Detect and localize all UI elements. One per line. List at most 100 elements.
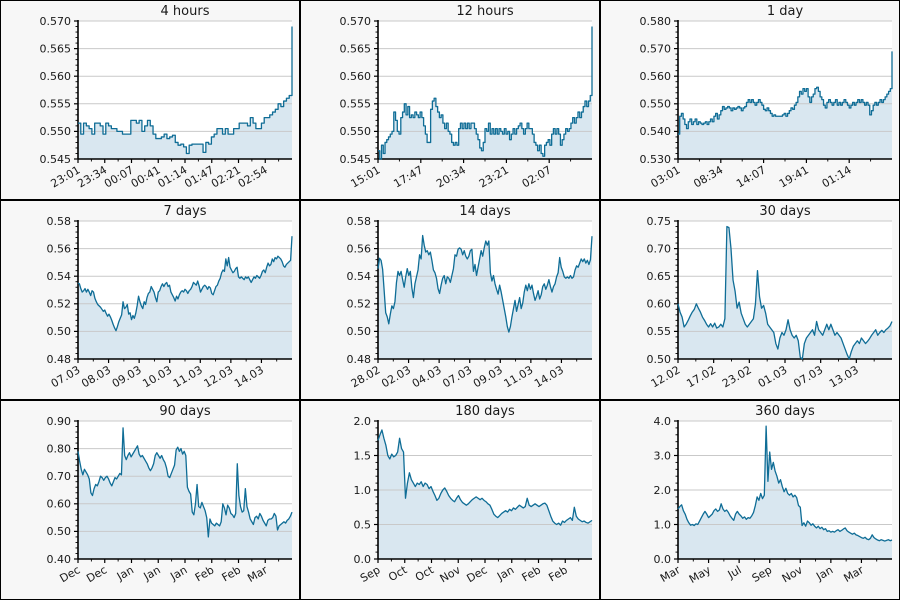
- chart-panel-30-days: 30 days 0.50 0.55 0.60 0.65 0.70 0.75 12.02 17.…: [601, 201, 899, 399]
- y-tick-label: 0.560: [340, 70, 372, 83]
- price-line: [377, 234, 593, 333]
- x-tick-label: Nov: [780, 563, 806, 585]
- y-tick-label: 0.58: [347, 215, 372, 228]
- y-axis: 0.40 0.50 0.60 0.70 0.80 0.90: [47, 415, 79, 566]
- y-tick-label: 0.65: [647, 270, 672, 283]
- y-axis: 0.530 0.540 0.550 0.560 0.570 0.580: [640, 15, 679, 166]
- chart-panel-180-days: 180 days 0.0 0.5 1.0 1.5 2.0 Sep Oct Oct Nov Dec J…: [301, 401, 599, 599]
- x-axis: 12.02 17.02 23.02 01.03 07.03 13.03: [649, 358, 892, 390]
- x-tick-label: Feb: [220, 563, 243, 584]
- y-tick-label: 0.550: [340, 125, 372, 138]
- price-line: [78, 26, 293, 155]
- y-tick-label: 0.90: [47, 415, 72, 428]
- price-line: [378, 26, 593, 160]
- price-line: [677, 425, 893, 542]
- area-fill: [378, 26, 592, 159]
- y-tick-label: 0.555: [40, 98, 72, 111]
- y-tick-label: 0.560: [640, 70, 672, 83]
- x-tick-label: 14:07: [734, 163, 768, 190]
- x-tick-label: 28.02: [349, 363, 383, 390]
- y-tick-label: 0.545: [340, 153, 372, 166]
- chart-panel-1-day: 1 day 0.530 0.540 0.550 0.560 0.570 0.580 03:0…: [601, 1, 899, 199]
- y-tick-label: 0.54: [47, 270, 72, 283]
- y-tick-label: 0.50: [47, 525, 72, 538]
- x-tick-label: Nov: [438, 563, 464, 585]
- x-axis: Dec Dec Jan Jan Jan Feb Feb Mar: [58, 558, 292, 585]
- y-tick-label: 2.0: [654, 484, 672, 497]
- y-tick-label: 0.60: [47, 498, 72, 511]
- y-tick-label: 1.0: [654, 518, 672, 531]
- y-tick-label: 0.70: [47, 470, 72, 483]
- y-tick-label: 0.48: [47, 353, 72, 366]
- chart-canvas: 0.48 0.50 0.52 0.54 0.56 0.58 28.0202.0304.030…: [347, 215, 593, 390]
- y-tick-label: 0.560: [40, 70, 72, 83]
- x-tick-label: Jan: [167, 563, 189, 583]
- chart-panel-12-hours: 12 hours 0.545 0.550 0.555 0.560 0.565 0.570 1…: [301, 1, 599, 199]
- x-axis: Mar May Jul Sep Nov Jan Mar: [658, 558, 892, 586]
- area-fill: [78, 26, 292, 159]
- y-tick-label: 4.0: [654, 415, 672, 428]
- y-tick-label: 0.50: [347, 325, 372, 338]
- y-tick-label: 0.570: [640, 42, 672, 55]
- x-tick-label: 14.03: [532, 363, 566, 390]
- y-tick-label: 2.0: [354, 415, 372, 428]
- y-axis: 0.50 0.55 0.60 0.65 0.70 0.75: [647, 215, 679, 366]
- x-tick-label: 10.03: [140, 363, 174, 390]
- y-tick-label: 0.80: [47, 442, 72, 455]
- x-tick-label: 23.02: [720, 363, 754, 390]
- x-tick-label: Jan: [494, 563, 516, 583]
- y-tick-label: 0.54: [347, 270, 372, 283]
- y-tick-label: 0.58: [47, 215, 72, 228]
- area-fill: [678, 426, 892, 559]
- area-fill: [678, 51, 892, 159]
- x-tick-label: 08:34: [691, 163, 725, 190]
- x-tick-label: 11.03: [502, 363, 536, 390]
- x-tick-label: 15:01: [349, 163, 383, 190]
- y-axis: 0.0 0.5 1.0 1.5 2.0: [354, 415, 379, 566]
- chart-canvas: 0.545 0.550 0.555 0.560 0.565 0.570 15:01 17:47…: [340, 15, 593, 190]
- y-tick-label: 0.48: [347, 353, 372, 366]
- y-tick-label: 0.55: [647, 325, 672, 338]
- x-tick-label: Feb: [520, 563, 543, 584]
- y-tick-label: 0.545: [40, 153, 72, 166]
- x-tick-label: 09.03: [110, 363, 144, 390]
- x-tick-label: 12.02: [649, 363, 683, 390]
- y-tick-label: 1.0: [354, 484, 372, 497]
- x-tick-label: 02:54: [236, 163, 270, 190]
- y-tick-label: 0.75: [647, 215, 672, 228]
- x-tick-label: Oct: [413, 563, 437, 584]
- y-tick-label: 0.550: [640, 98, 672, 111]
- y-axis: 0.545 0.550 0.555 0.560 0.565 0.570: [340, 15, 379, 166]
- y-tick-label: 0.56: [47, 242, 72, 255]
- x-axis: 03:01 08:34 14:07 19:41 01:14: [649, 158, 892, 190]
- x-tick-label: 14.03: [232, 363, 266, 390]
- x-tick-label: Jan: [114, 563, 136, 583]
- x-tick-label: 02.03: [379, 363, 413, 390]
- x-tick-label: 09.03: [471, 363, 505, 390]
- area-fill: [378, 235, 592, 359]
- y-tick-label: 0.56: [347, 242, 372, 255]
- x-tick-label: 01.03: [756, 363, 790, 390]
- y-tick-label: 0.52: [347, 298, 372, 311]
- x-tick-label: 13.03: [827, 363, 861, 390]
- chart-panel-7-days: 7 days 0.48 0.50 0.52 0.54 0.56 0.58 07.03 08.0…: [1, 201, 299, 399]
- x-tick-label: 01:14: [820, 163, 854, 190]
- y-tick-label: 0.50: [47, 325, 72, 338]
- x-tick-label: Mar: [841, 563, 866, 585]
- y-tick-label: 0.5: [354, 518, 372, 531]
- area-fill: [378, 429, 592, 559]
- x-tick-label: 07.03: [440, 363, 474, 390]
- y-tick-label: 0.565: [40, 42, 72, 55]
- x-tick-label: 07.03: [791, 363, 825, 390]
- x-tick-label: 20:34: [434, 163, 468, 190]
- x-tick-label: 12.03: [202, 363, 236, 390]
- price-line: [77, 427, 293, 538]
- y-tick-label: 0.52: [47, 298, 72, 311]
- price-line: [377, 429, 593, 526]
